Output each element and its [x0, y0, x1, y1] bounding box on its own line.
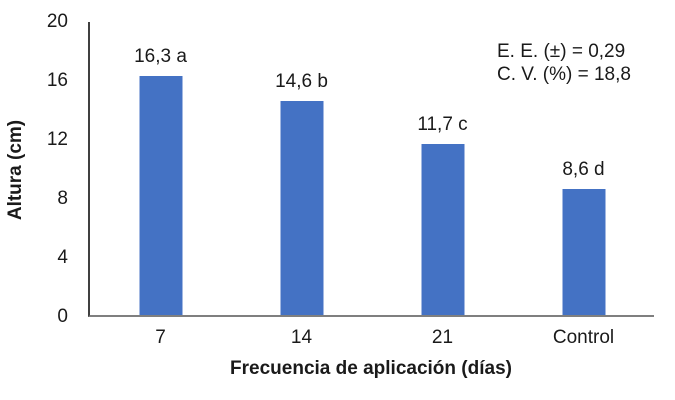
stats-annotation: E. E. (±) = 0,29 C. V. (%) = 18,8	[497, 40, 631, 86]
data-label-14: 14,6 b	[275, 71, 328, 93]
bar-slot-14: 14,6 b 14	[231, 22, 372, 348]
x-tick-label-Control: Control	[552, 327, 615, 348]
x-axis-title: Frecuencia de aplicación (días)	[230, 358, 512, 379]
bar-slot-7: 16,3 a 7	[90, 22, 231, 348]
data-label-Control: 8,6 d	[562, 159, 605, 181]
standard-error-annotation: E. E. (±) = 0,29	[497, 41, 626, 62]
bar-slot-Control: 8,6 d Control	[513, 22, 654, 348]
x-tick-label-14: 14	[290, 327, 313, 348]
x-tick-label-7: 7	[155, 327, 166, 348]
data-label-7: 16,3 a	[134, 46, 187, 68]
bar-21	[421, 143, 464, 315]
bar-7	[139, 76, 182, 315]
y-tick-label-8: 8	[57, 188, 68, 209]
y-tick-label-0: 0	[57, 306, 68, 327]
bar-Control	[562, 189, 605, 315]
y-tick-label-16: 16	[46, 70, 68, 91]
y-tick-label-12: 12	[46, 129, 68, 150]
plot-area: 16,3 a 7 14,6 b 14 11,7 c 21 8,6 d Control	[88, 22, 654, 348]
bar-slot-21: 11,7 c 21	[372, 22, 513, 348]
data-label-21: 11,7 c	[417, 113, 468, 135]
y-tick-label-20: 20	[46, 11, 68, 32]
y-tick-label-4: 4	[57, 247, 68, 268]
coefficient-variation-annotation: C. V. (%) = 18,8	[497, 64, 631, 85]
bar-14	[280, 101, 323, 315]
y-axis-ticks: 0 4 8 12 16 20	[0, 12, 68, 327]
x-tick-label-21: 21	[431, 327, 454, 348]
